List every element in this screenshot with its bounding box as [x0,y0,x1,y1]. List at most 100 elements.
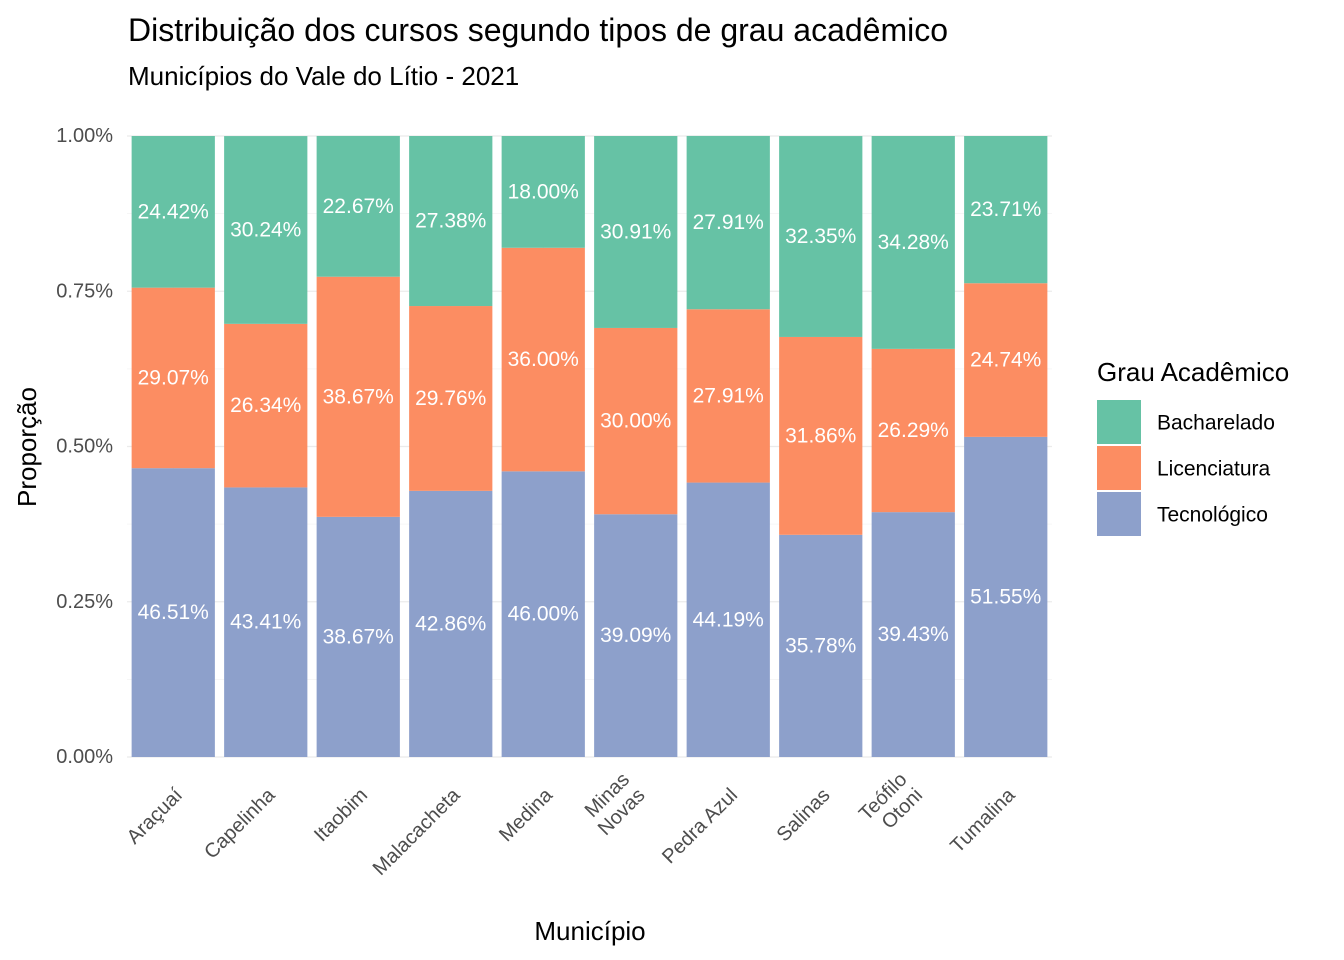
x-tick-label: Medina [495,784,558,847]
bar-value-label: 24.74% [970,349,1041,372]
legend-title: Grau Acadêmico [1097,357,1289,387]
bar-bacharelado [501,136,585,248]
legend-label-bacharelado: Bacharelado [1157,412,1275,435]
y-tick-label: 0.75% [56,280,113,302]
x-tick-label: Pedra Azul [658,784,742,868]
bar-value-label: 31.86% [785,424,856,447]
bar-value-label: 24.42% [138,200,209,223]
y-tick-label: 0.50% [56,436,113,458]
bar-tecnológico [964,436,1048,757]
bar-value-label: 18.00% [508,180,579,203]
bar-value-label: 29.07% [138,366,209,389]
bar-bacharelado [964,136,1048,284]
legend-swatch-tecnológico [1097,492,1141,536]
x-tick-label-line: Itaobim [310,784,372,846]
bar-licenciatura [964,283,1048,437]
bar-value-label: 39.43% [878,623,949,646]
bar-tecnológico [501,471,585,757]
bar-value-label: 32.35% [785,225,856,248]
y-axis-title: Proporção [12,387,42,507]
bar-value-label: 43.41% [230,611,301,634]
x-tick-label-line: Salinas [773,784,835,846]
x-tick-label-line: Capelinha [200,784,280,864]
bar-value-label: 30.00% [600,410,671,433]
legend-label-tecnológico: Tecnológico [1157,504,1268,527]
x-tick-label: Capelinha [200,784,280,864]
x-tick-label-line: Araçuaí [123,784,188,849]
bar-bacharelado [224,136,308,324]
bar-value-label: 46.51% [138,601,209,624]
bar-licenciatura [409,306,493,491]
x-tick-label-line: Pedra Azul [658,784,742,868]
bar-value-label: 42.86% [415,612,486,635]
legend-label-licenciatura: Licenciatura [1157,458,1271,481]
x-tick-label: Araçuaí [123,784,188,849]
x-tick-label: Tumalina [946,784,1020,858]
bar-value-label: 29.76% [415,387,486,410]
y-axis-ticks: 0.00% 0.25% 0.50% 0.75% 1.00% [56,125,113,768]
bar-value-label: 44.19% [693,608,764,631]
bar-value-label: 27.38% [415,210,486,233]
bar-tecnológico [316,516,400,757]
bar-tecnológico [686,482,770,757]
chart-title: Distribuição dos cursos segundo tipos de… [128,12,948,48]
bar-bacharelado [871,136,955,349]
bar-tecnológico [594,514,678,757]
bar-tecnológico [409,490,493,757]
bar-value-label: 46.00% [508,603,579,626]
chart-subtitle: Municípios do Vale do Lítio - 2021 [128,61,519,91]
bar-licenciatura [686,309,770,483]
x-axis-title: Município [534,916,645,946]
bar-value-label: 23.71% [970,198,1041,221]
bar-licenciatura [871,348,955,513]
bar-licenciatura [501,247,585,472]
legend-swatch-licenciatura [1097,446,1141,490]
bar-bacharelado [686,135,770,310]
legend-swatch-bacharelado [1097,400,1141,444]
bar-value-label: 30.91% [600,220,671,243]
bar-bacharelado [594,136,678,328]
x-tick-label: Salinas [773,784,835,846]
x-tick-label-line: Medina [495,784,558,847]
bar-bacharelado [131,136,215,288]
bar-value-label: 26.29% [878,419,949,442]
bar-tecnológico [871,512,955,757]
bar-value-label: 51.55% [970,585,1041,608]
bar-value-label: 39.09% [600,624,671,647]
bar-bacharelado [779,136,863,337]
bar-licenciatura [594,327,678,515]
bar-value-label: 26.34% [230,394,301,417]
bar-value-label: 22.67% [323,195,394,218]
bars [131,135,1048,757]
bar-bacharelado [316,135,400,277]
x-tick-label: Itaobim [310,784,372,846]
bar-licenciatura [779,336,863,535]
bar-value-label: 34.28% [878,231,949,254]
bar-value-label: 27.91% [693,211,764,234]
bar-tecnológico [224,487,308,757]
y-tick-label: 1.00% [56,125,113,147]
y-tick-label: 0.00% [56,746,113,768]
bar-value-label: 38.67% [323,385,394,408]
bar-tecnológico [779,534,863,757]
legend: Grau Acadêmico Bacharelado Licenciatura Te… [1097,357,1289,536]
bar-licenciatura [224,323,308,488]
y-tick-label: 0.25% [56,591,113,613]
bar-licenciatura [316,276,400,517]
bar-value-label: 38.67% [323,625,394,648]
x-tick-label: Malacacheta [369,784,465,880]
bar-tecnológico [131,468,215,757]
x-tick-label-line: Malacacheta [369,784,465,880]
x-tick-label-line: Tumalina [946,784,1020,858]
bar-licenciatura [131,287,215,469]
bar-bacharelado [409,136,493,307]
bar-value-label: 30.24% [230,218,301,241]
bar-value-label: 27.91% [693,384,764,407]
bar-value-label: 36.00% [508,348,579,371]
bar-value-label: 35.78% [785,634,856,657]
bar-labels: 46.51% 29.07% 24.42% 43.41% 26.34% 30.24% 38.6… [138,180,1042,657]
